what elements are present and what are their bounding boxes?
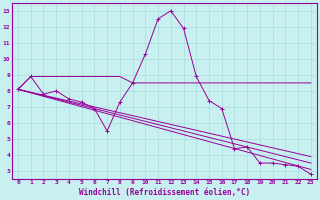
- X-axis label: Windchill (Refroidissement éolien,°C): Windchill (Refroidissement éolien,°C): [79, 188, 250, 197]
